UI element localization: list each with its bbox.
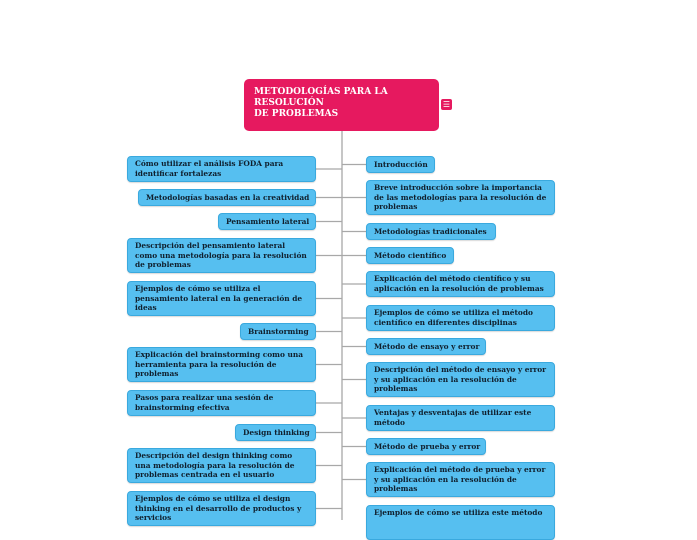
title-line: METODOLOGÍAS PARA LA — [254, 87, 388, 97]
right-topic-node[interactable]: Explicación del método de prueba y error… — [366, 462, 555, 497]
right-topic-node[interactable]: Método de prueba y error — [366, 438, 486, 455]
left-topic-node[interactable]: Ejemplos de cómo se utiliza el design th… — [127, 491, 316, 526]
central-topic[interactable]: METODOLOGÍAS PARA LA RESOLUCIÓN DE PROBL… — [244, 79, 439, 131]
left-topic-node[interactable]: Descripción del pensamiento lateral como… — [127, 238, 316, 273]
right-topic-node[interactable]: Ejemplos de cómo se utiliza el método ci… — [366, 305, 555, 331]
right-topic-node[interactable]: Breve introducción sobre la importancia … — [366, 180, 555, 215]
right-topic-node[interactable]: Ejemplos de cómo se utiliza este método — [366, 505, 555, 540]
hamburger-menu-icon[interactable]: ☰ — [441, 99, 452, 110]
left-topic-node[interactable]: Brainstorming — [240, 323, 316, 340]
right-topic-node[interactable]: Ventajas y desventajas de utilizar este … — [366, 405, 555, 431]
right-topic-node[interactable]: Introducción — [366, 156, 435, 173]
left-topic-node[interactable]: Metodologías basadas en la creatividad — [138, 189, 316, 206]
title-line: RESOLUCIÓN — [254, 98, 324, 108]
left-topic-node[interactable]: Design thinking — [235, 424, 316, 441]
left-topic-node[interactable]: Pasos para realizar una sesión de brains… — [127, 390, 316, 416]
right-topic-node[interactable]: Método de ensayo y error — [366, 338, 486, 355]
left-topic-node[interactable]: Ejemplos de cómo se utiliza el pensamien… — [127, 281, 316, 316]
right-topic-node[interactable]: Descripción del método de ensayo y error… — [366, 362, 555, 397]
left-topic-node[interactable]: Cómo utilizar el análisis FODA para iden… — [127, 156, 316, 182]
right-topic-node[interactable]: Método científico — [366, 247, 454, 264]
title-line: DE PROBLEMAS — [254, 109, 339, 119]
right-topic-node[interactable]: Metodologías tradicionales — [366, 223, 496, 240]
right-topic-node[interactable]: Explicación del método científico y su a… — [366, 271, 555, 297]
left-topic-node[interactable]: Pensamiento lateral — [218, 213, 316, 230]
left-topic-node[interactable]: Explicación del brainstorming como una h… — [127, 347, 316, 382]
connector-lines — [316, 131, 366, 520]
left-topic-node[interactable]: Descripción del design thinking como una… — [127, 448, 316, 483]
